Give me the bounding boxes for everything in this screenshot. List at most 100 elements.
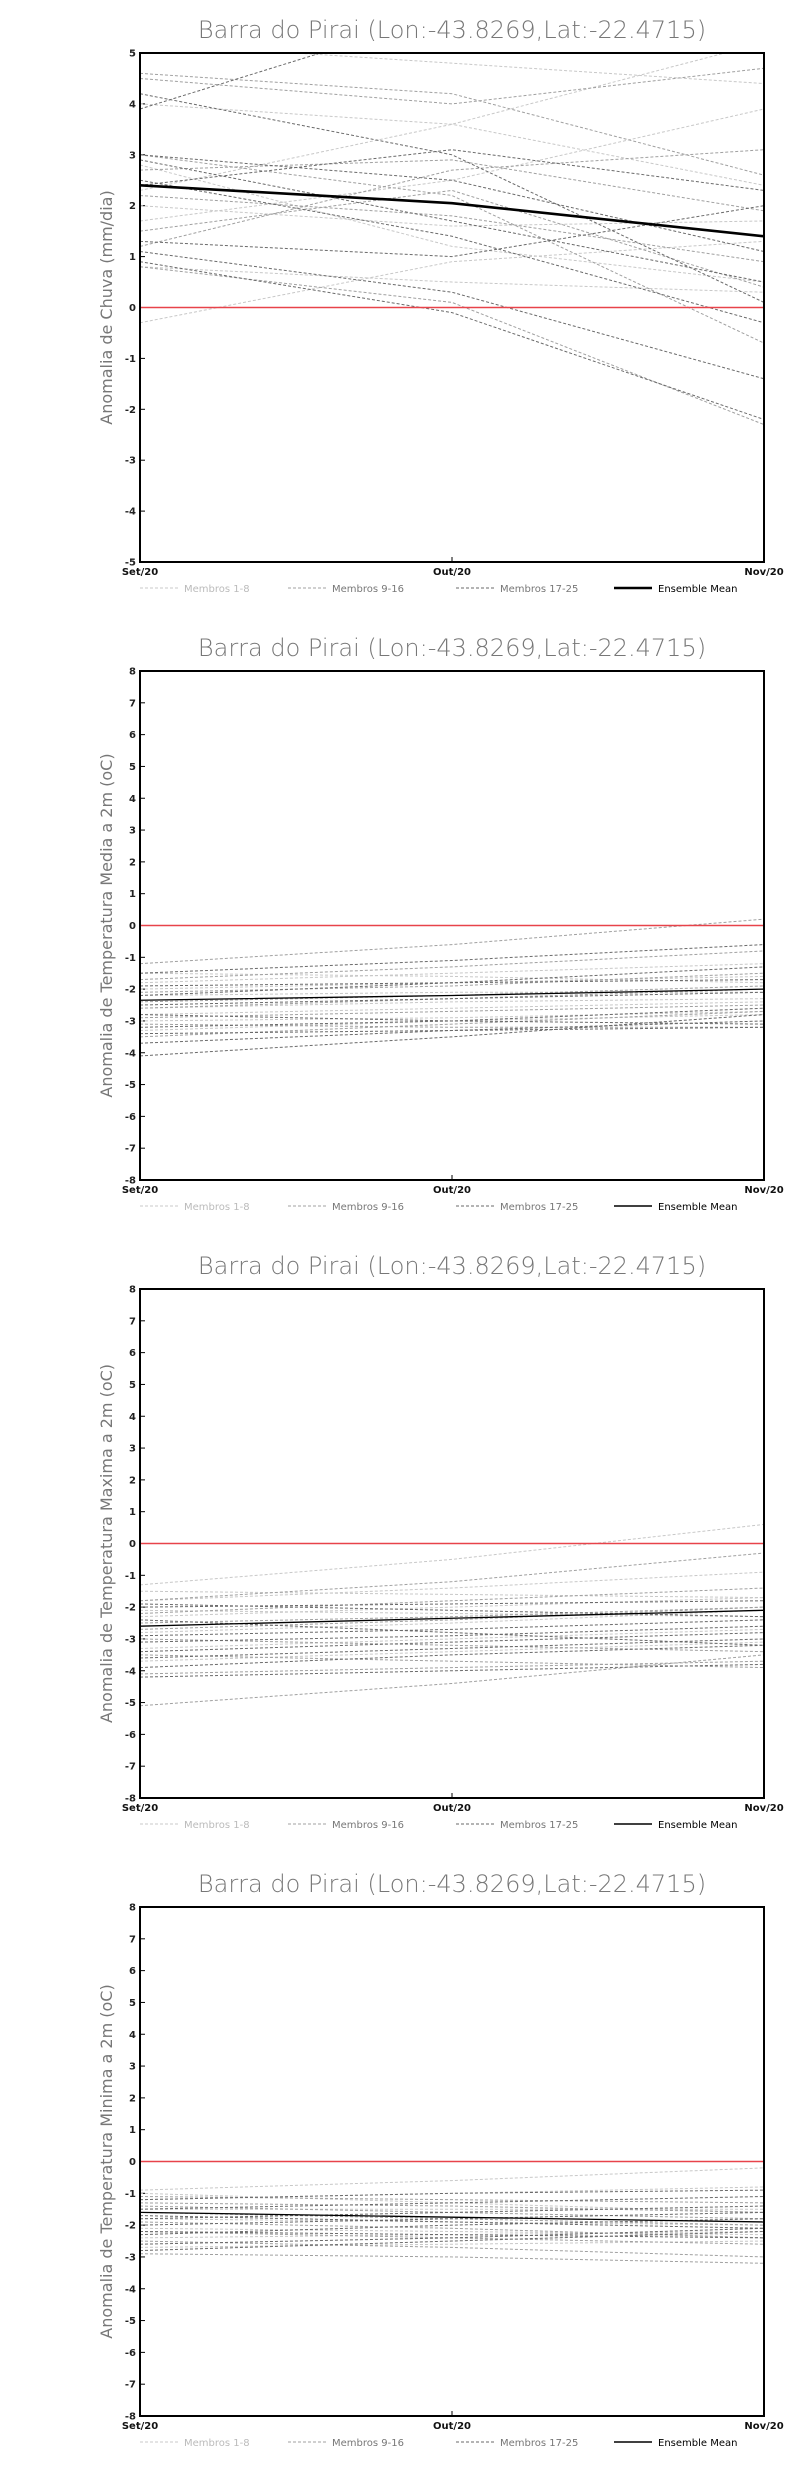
member-10-line [140,1638,764,1653]
member-25-line [140,1638,764,1659]
member-25-line [140,979,764,987]
member-15-line [140,266,764,426]
member-11-line [140,1004,764,1019]
x-tick-label: Set/20 [122,567,158,578]
chart-svg-chuva: Barra do Pirai (Lon:-43.8269,Lat:-22.471… [97,16,784,595]
member-20-line [140,1603,764,1618]
y-tick-label: -8 [125,1176,136,1187]
y-tick-label: -1 [125,2189,136,2200]
member-24-line [140,1619,764,1637]
legend-label: Membros 9-16 [332,1820,404,1831]
y-tick-label: -2 [125,1603,136,1614]
legend-label: Membros 1-8 [184,584,250,595]
member-7-line [140,1590,764,1599]
member-4-line [140,1010,764,1022]
y-axis-label: Anomalia de Temperatura Minima a 2m (oC) [97,1984,116,2338]
member-11-line [140,159,764,212]
member-25-line [140,2230,764,2252]
y-tick-label: -2 [125,985,136,996]
y-tick-label: 6 [129,730,136,741]
member-6-line [140,1641,764,1662]
x-tick-label: Set/20 [122,2421,158,2432]
x-tick-label: Nov/20 [744,2421,783,2432]
member-7-line [140,266,764,293]
member-15-line [140,1023,764,1028]
y-tick-label: 0 [129,921,136,932]
member-15-line [140,2195,764,2204]
chart-panel-chuva: Barra do Pirai (Lon:-43.8269,Lat:-22.471… [0,0,800,618]
member-24-line [140,205,764,258]
y-tick-label: 3 [129,150,136,161]
y-tick-label: 7 [129,1934,136,1945]
x-tick-label: Nov/20 [744,1185,783,1196]
y-tick-label: 0 [129,1539,136,1550]
y-axis-label: Anomalia de Chuva (mm/dia) [97,190,116,424]
legend-label: Membros 1-8 [184,1202,250,1213]
legend-label: Membros 17-25 [500,2438,578,2449]
y-tick-label: -8 [125,1794,136,1805]
x-tick-label: Out/20 [433,2421,471,2432]
member-18-line [140,93,764,303]
y-tick-label: -2 [125,405,136,416]
x-tick-label: Out/20 [433,1803,471,1814]
y-tick-label: 4 [129,794,136,805]
y-tick-label: 3 [129,2062,136,2073]
y-tick-label: -4 [125,507,136,518]
y-tick-label: -7 [125,1144,136,1155]
member-9-line [140,918,764,965]
member-13-line [140,1654,764,1707]
plot-frame [139,1288,765,1799]
y-tick-label: -4 [125,1048,136,1059]
member-13-line [140,2240,764,2258]
member-8-line [140,240,764,324]
x-tick-label: Set/20 [122,1803,158,1814]
member-12-line [140,1660,764,1675]
member-24-line [140,1026,764,1035]
y-tick-label: 2 [129,201,136,212]
x-tick-label: Out/20 [433,1185,471,1196]
y-tick-label: 6 [129,1966,136,1977]
y-tick-label: -1 [125,953,136,964]
member-21-line [140,251,764,380]
y-tick-label: -3 [125,456,136,467]
member-16-line [140,149,764,247]
member-11-line [140,1654,764,1669]
y-tick-label: -6 [125,2348,136,2359]
legend-label: Ensemble Mean [658,584,737,595]
member-7-line [140,1001,764,1016]
y-tick-label: 0 [129,303,136,314]
member-1-line [140,1523,764,1586]
member-22-line [140,2205,764,2220]
legend-label: Membros 1-8 [184,2438,250,2449]
member-20-line [140,2227,764,2245]
member-14-line [140,1587,764,1614]
plot-frame [139,1906,765,2417]
y-tick-label: 2 [129,857,136,868]
member-2-line [140,1571,764,1602]
member-19-line [140,1663,764,1678]
member-12-line [140,195,764,263]
ensemble-mean-line [140,2211,764,2223]
chart-svg-temperatura-maxima: Barra do Pirai (Lon:-43.8269,Lat:-22.471… [97,1252,784,1831]
member-23-line [140,1014,764,1025]
member-14-line [140,189,764,288]
member-9-line [140,1606,764,1624]
chart-svg-temperatura-minima: Barra do Pirai (Lon:-43.8269,Lat:-22.471… [97,1870,784,2449]
chart-title: Barra do Pirai (Lon:-43.8269,Lat:-22.471… [198,1252,706,1280]
y-tick-label: -1 [125,354,136,365]
member-21-line [140,1619,764,1646]
y-tick-label: -3 [125,2252,136,2263]
member-25-line [140,154,764,252]
y-tick-label: 7 [129,1316,136,1327]
member-2-line [140,53,727,191]
member-5-line [140,205,764,227]
y-tick-label: -7 [125,2380,136,2391]
legend-label: Membros 17-25 [500,1202,578,1213]
y-tick-label: 7 [129,698,136,709]
chart-title: Barra do Pirai (Lon:-43.8269,Lat:-22.471… [198,1870,706,1898]
plot-frame [139,670,765,1181]
plot-area [140,1523,764,1707]
x-tick-label: Nov/20 [744,567,783,578]
y-axis-label: Anomalia de Temperatura Maxima a 2m (oC) [97,1364,116,1723]
member-22-line [140,1632,764,1653]
